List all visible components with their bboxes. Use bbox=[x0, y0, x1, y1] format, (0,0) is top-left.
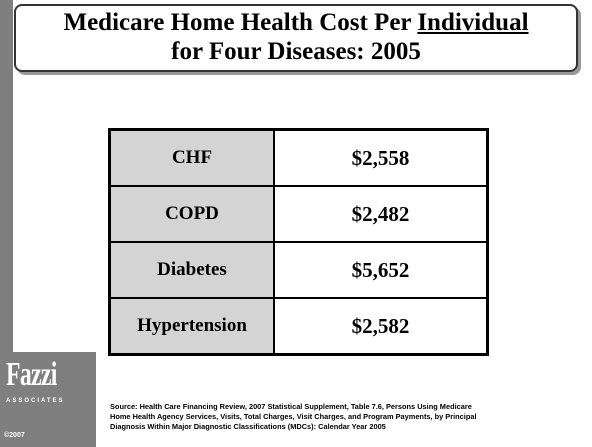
disease-cell: COPD bbox=[108, 185, 275, 243]
logo-sub: ASSOCIATES bbox=[6, 398, 65, 404]
table-row: COPD $2,482 bbox=[108, 185, 489, 243]
cost-cell: $2,558 bbox=[273, 128, 489, 187]
cost-cell: $5,652 bbox=[273, 241, 489, 299]
source-line: Diagnosis Within Major Diagnostic Classi… bbox=[110, 422, 386, 431]
logo-name: Fazzi bbox=[6, 356, 57, 393]
title-underlined: Individual bbox=[417, 9, 529, 36]
cost-table: CHF $2,558 COPD $2,482 Diabetes $5,652 Hyperte… bbox=[108, 128, 489, 356]
source-line: Source: Health Care Financing Review, 20… bbox=[110, 402, 472, 411]
disease-cell: Hypertension bbox=[108, 297, 275, 356]
cost-cell: $2,482 bbox=[273, 185, 489, 243]
source: Source: Health Care Financing Review, 20… bbox=[110, 402, 477, 432]
table-row: CHF $2,558 bbox=[108, 128, 489, 187]
side-strip bbox=[0, 0, 13, 447]
title-text: for Four Diseases: 2005 bbox=[171, 38, 421, 65]
cost-cell: $2,582 bbox=[273, 297, 489, 356]
source-line: Home Health Agency Services, Visits, Tot… bbox=[110, 412, 477, 421]
copyright: ©2007 bbox=[4, 432, 25, 439]
logo: Fazzi ASSOCIATES ©2007 bbox=[0, 352, 96, 447]
title-box: Medicare Home Health Cost Per Individual… bbox=[14, 4, 578, 72]
table-row: Hypertension $2,582 bbox=[108, 297, 489, 356]
disease-cell: CHF bbox=[108, 128, 275, 187]
disease-cell: Diabetes bbox=[108, 241, 275, 299]
title-text: Medicare Home Health Cost Per bbox=[63, 9, 412, 36]
table-row: Diabetes $5,652 bbox=[108, 241, 489, 299]
